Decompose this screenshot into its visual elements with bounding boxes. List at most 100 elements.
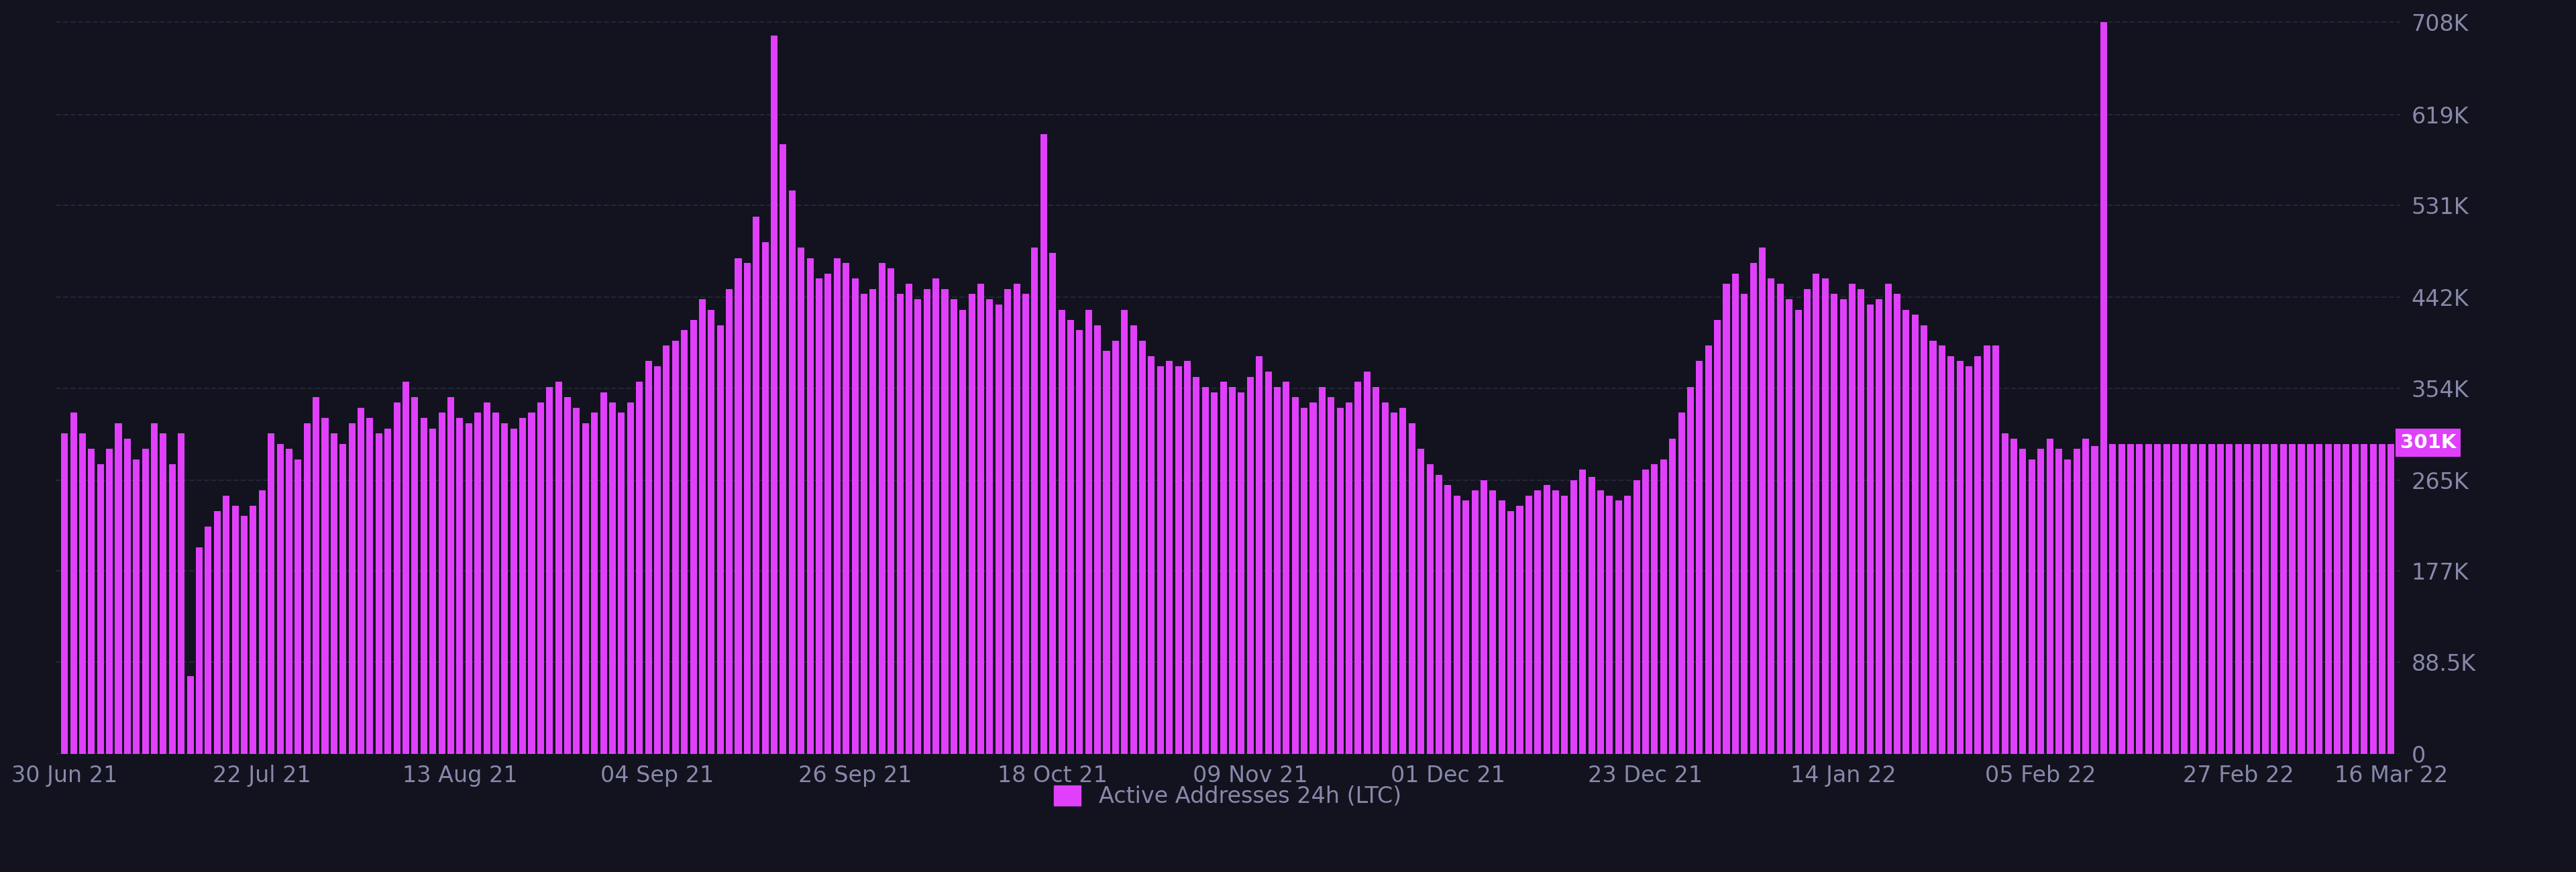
Bar — [1875, 299, 1883, 753]
Bar — [1741, 294, 1747, 753]
Bar — [564, 398, 572, 753]
Bar — [2190, 444, 2197, 753]
Bar — [1589, 477, 1595, 753]
Bar — [752, 216, 760, 753]
Bar — [1991, 345, 1999, 753]
Bar — [116, 423, 121, 753]
Bar — [124, 439, 131, 753]
Bar — [806, 258, 814, 753]
Text: 301K: 301K — [2401, 433, 2455, 453]
Bar — [1399, 408, 1406, 753]
Bar — [286, 449, 294, 753]
Bar — [976, 283, 984, 753]
Bar — [1597, 490, 1605, 753]
Bar — [618, 412, 626, 753]
Bar — [1571, 480, 1577, 753]
Bar — [2074, 449, 2079, 753]
Bar — [1185, 361, 1190, 753]
Bar — [2316, 444, 2324, 753]
Bar — [276, 444, 283, 753]
Bar — [1229, 387, 1236, 753]
Bar — [1309, 403, 1316, 753]
Bar — [744, 263, 750, 753]
Bar — [716, 325, 724, 753]
Bar — [1247, 377, 1255, 753]
Bar — [2218, 444, 2223, 753]
Bar — [860, 294, 868, 753]
Bar — [726, 289, 732, 753]
Bar — [1984, 345, 1991, 753]
Bar — [1121, 310, 1128, 753]
Bar — [1687, 387, 1695, 753]
Bar — [2110, 444, 2115, 753]
Bar — [1976, 356, 1981, 753]
Bar — [304, 423, 312, 753]
Bar — [1066, 320, 1074, 753]
Bar — [644, 361, 652, 753]
Bar — [1193, 377, 1200, 753]
Bar — [1651, 465, 1659, 753]
Bar — [538, 403, 544, 753]
Bar — [1839, 299, 1847, 753]
Bar — [600, 392, 608, 753]
Bar — [1337, 408, 1345, 753]
Bar — [1211, 392, 1218, 753]
Bar — [2002, 433, 2009, 753]
Bar — [1965, 366, 1973, 753]
Bar — [1713, 320, 1721, 753]
Bar — [1048, 253, 1056, 753]
Bar — [556, 382, 562, 753]
Bar — [2244, 444, 2251, 753]
Bar — [1886, 283, 1891, 753]
Bar — [384, 428, 392, 753]
Bar — [1445, 485, 1450, 753]
Bar — [708, 310, 714, 753]
Bar — [394, 403, 399, 753]
Bar — [2226, 444, 2233, 753]
Bar — [1131, 325, 1136, 753]
Bar — [1723, 283, 1728, 753]
Bar — [1471, 490, 1479, 753]
Bar — [824, 274, 832, 753]
Bar — [188, 676, 193, 753]
Bar — [1904, 310, 1909, 753]
Bar — [608, 403, 616, 753]
Legend: Active Addresses 24h (LTC): Active Addresses 24h (LTC) — [1046, 777, 1412, 817]
Bar — [662, 345, 670, 753]
Bar — [853, 278, 858, 753]
Bar — [2038, 449, 2045, 753]
Bar — [160, 433, 167, 753]
Bar — [2136, 444, 2143, 753]
Bar — [2099, 23, 2107, 753]
Bar — [294, 460, 301, 753]
Bar — [178, 433, 185, 753]
Bar — [340, 444, 345, 753]
Bar — [1940, 345, 1945, 753]
Bar — [781, 145, 786, 753]
Bar — [2326, 444, 2331, 753]
Bar — [2172, 444, 2179, 753]
Bar — [914, 299, 922, 753]
Bar — [1911, 315, 1919, 753]
Bar — [1283, 382, 1291, 753]
Bar — [1275, 387, 1280, 753]
Bar — [1139, 341, 1146, 753]
Bar — [1850, 283, 1855, 753]
Bar — [142, 449, 149, 753]
Bar — [2290, 444, 2295, 753]
Bar — [1489, 490, 1497, 753]
Bar — [1553, 490, 1558, 753]
Bar — [1507, 511, 1515, 753]
Bar — [680, 330, 688, 753]
Bar — [1677, 412, 1685, 753]
Bar — [1167, 361, 1172, 753]
Bar — [1705, 345, 1713, 753]
Bar — [817, 278, 822, 753]
Bar — [474, 412, 482, 753]
Bar — [528, 412, 536, 753]
Bar — [1059, 310, 1064, 753]
Bar — [590, 412, 598, 753]
Bar — [654, 366, 662, 753]
Bar — [1257, 356, 1262, 753]
Bar — [2272, 444, 2277, 753]
